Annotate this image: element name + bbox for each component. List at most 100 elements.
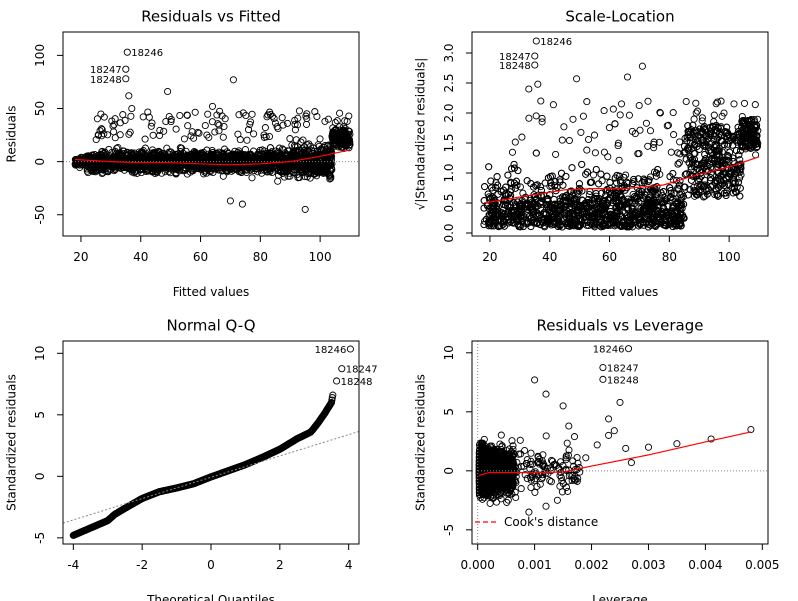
data-point bbox=[194, 159, 202, 167]
data-point bbox=[94, 131, 103, 139]
data-point bbox=[125, 130, 133, 138]
data-point bbox=[181, 164, 189, 172]
data-point bbox=[556, 176, 564, 184]
data-point bbox=[294, 114, 302, 122]
data-point bbox=[113, 151, 121, 160]
data-point bbox=[315, 165, 323, 173]
x-tick-label: 20 bbox=[482, 250, 497, 264]
data-point bbox=[606, 178, 614, 187]
data-point bbox=[177, 144, 185, 152]
y-tick-label: 100 bbox=[33, 44, 47, 67]
data-point bbox=[119, 164, 127, 172]
data-point bbox=[707, 174, 715, 182]
data-point bbox=[301, 205, 309, 213]
plot-frame bbox=[62, 31, 360, 237]
data-point bbox=[149, 131, 157, 139]
data-point bbox=[714, 184, 723, 192]
data-point bbox=[313, 112, 321, 121]
data-point bbox=[686, 186, 694, 194]
data-point bbox=[319, 150, 327, 158]
data-point bbox=[125, 92, 133, 100]
y-tick-label: 50 bbox=[33, 101, 47, 116]
data-point bbox=[583, 168, 591, 176]
data-point bbox=[310, 144, 318, 152]
data-point bbox=[541, 179, 549, 187]
data-point bbox=[567, 200, 575, 208]
data-point bbox=[162, 117, 170, 126]
data-point bbox=[173, 154, 181, 162]
x-tick-label: 20 bbox=[73, 250, 88, 264]
y-axis-label: √|Standardized residuals| bbox=[414, 58, 428, 211]
data-point bbox=[504, 171, 512, 179]
data-point bbox=[238, 200, 246, 208]
data-point bbox=[701, 150, 709, 158]
data-point bbox=[269, 151, 277, 159]
data-point bbox=[578, 187, 586, 195]
data-point bbox=[701, 141, 709, 149]
data-point bbox=[329, 140, 337, 148]
data-point bbox=[223, 148, 231, 156]
data-point bbox=[274, 167, 282, 175]
data-point bbox=[164, 87, 172, 96]
data-point bbox=[176, 111, 184, 120]
data-point bbox=[127, 149, 136, 157]
data-point bbox=[686, 134, 694, 142]
data-point bbox=[215, 121, 223, 129]
data-point bbox=[141, 135, 149, 143]
data-point bbox=[206, 168, 214, 176]
data-point bbox=[291, 126, 299, 134]
data-point bbox=[131, 168, 139, 176]
data-point bbox=[215, 127, 223, 135]
data-point bbox=[172, 169, 180, 177]
data-point bbox=[562, 172, 570, 180]
data-point bbox=[283, 119, 292, 127]
data-point bbox=[84, 154, 92, 162]
data-point bbox=[557, 169, 566, 177]
data-point bbox=[197, 149, 206, 157]
data-point bbox=[298, 169, 306, 177]
data-point bbox=[595, 195, 603, 203]
data-point bbox=[93, 115, 101, 123]
y-tick-label: 3.0 bbox=[442, 43, 456, 62]
data-point bbox=[98, 132, 106, 140]
data-point bbox=[139, 113, 147, 121]
data-point bbox=[275, 144, 283, 152]
data-point bbox=[137, 149, 145, 157]
data-point bbox=[656, 170, 664, 178]
data-point bbox=[236, 136, 244, 144]
data-point bbox=[744, 117, 752, 125]
data-point bbox=[509, 207, 518, 215]
data-point bbox=[713, 190, 721, 199]
data-point bbox=[306, 159, 314, 167]
x-tick-label: 40 bbox=[133, 250, 148, 264]
data-point bbox=[480, 221, 488, 229]
data-point bbox=[714, 163, 722, 171]
data-point bbox=[678, 204, 686, 212]
data-point bbox=[725, 157, 733, 165]
y-tick-label: 0.5 bbox=[442, 193, 456, 212]
data-point bbox=[180, 135, 188, 143]
data-point bbox=[732, 146, 740, 155]
data-point bbox=[229, 76, 237, 84]
data-point bbox=[95, 159, 103, 167]
data-point bbox=[299, 136, 307, 144]
data-point bbox=[286, 172, 294, 180]
data-point bbox=[128, 104, 136, 113]
data-point bbox=[211, 162, 219, 170]
data-point bbox=[247, 118, 255, 126]
data-point bbox=[266, 110, 274, 119]
data-point bbox=[676, 201, 684, 209]
data-point bbox=[167, 118, 175, 126]
data-point bbox=[345, 112, 353, 120]
data-point bbox=[288, 155, 296, 163]
data-point bbox=[652, 172, 660, 180]
data-point bbox=[297, 138, 305, 146]
data-point bbox=[181, 153, 189, 161]
data-point bbox=[329, 130, 337, 138]
data-point bbox=[286, 164, 294, 172]
data-point bbox=[667, 189, 675, 197]
data-point bbox=[239, 109, 247, 117]
data-point bbox=[191, 108, 199, 116]
data-point bbox=[321, 117, 329, 125]
data-point bbox=[113, 144, 121, 152]
